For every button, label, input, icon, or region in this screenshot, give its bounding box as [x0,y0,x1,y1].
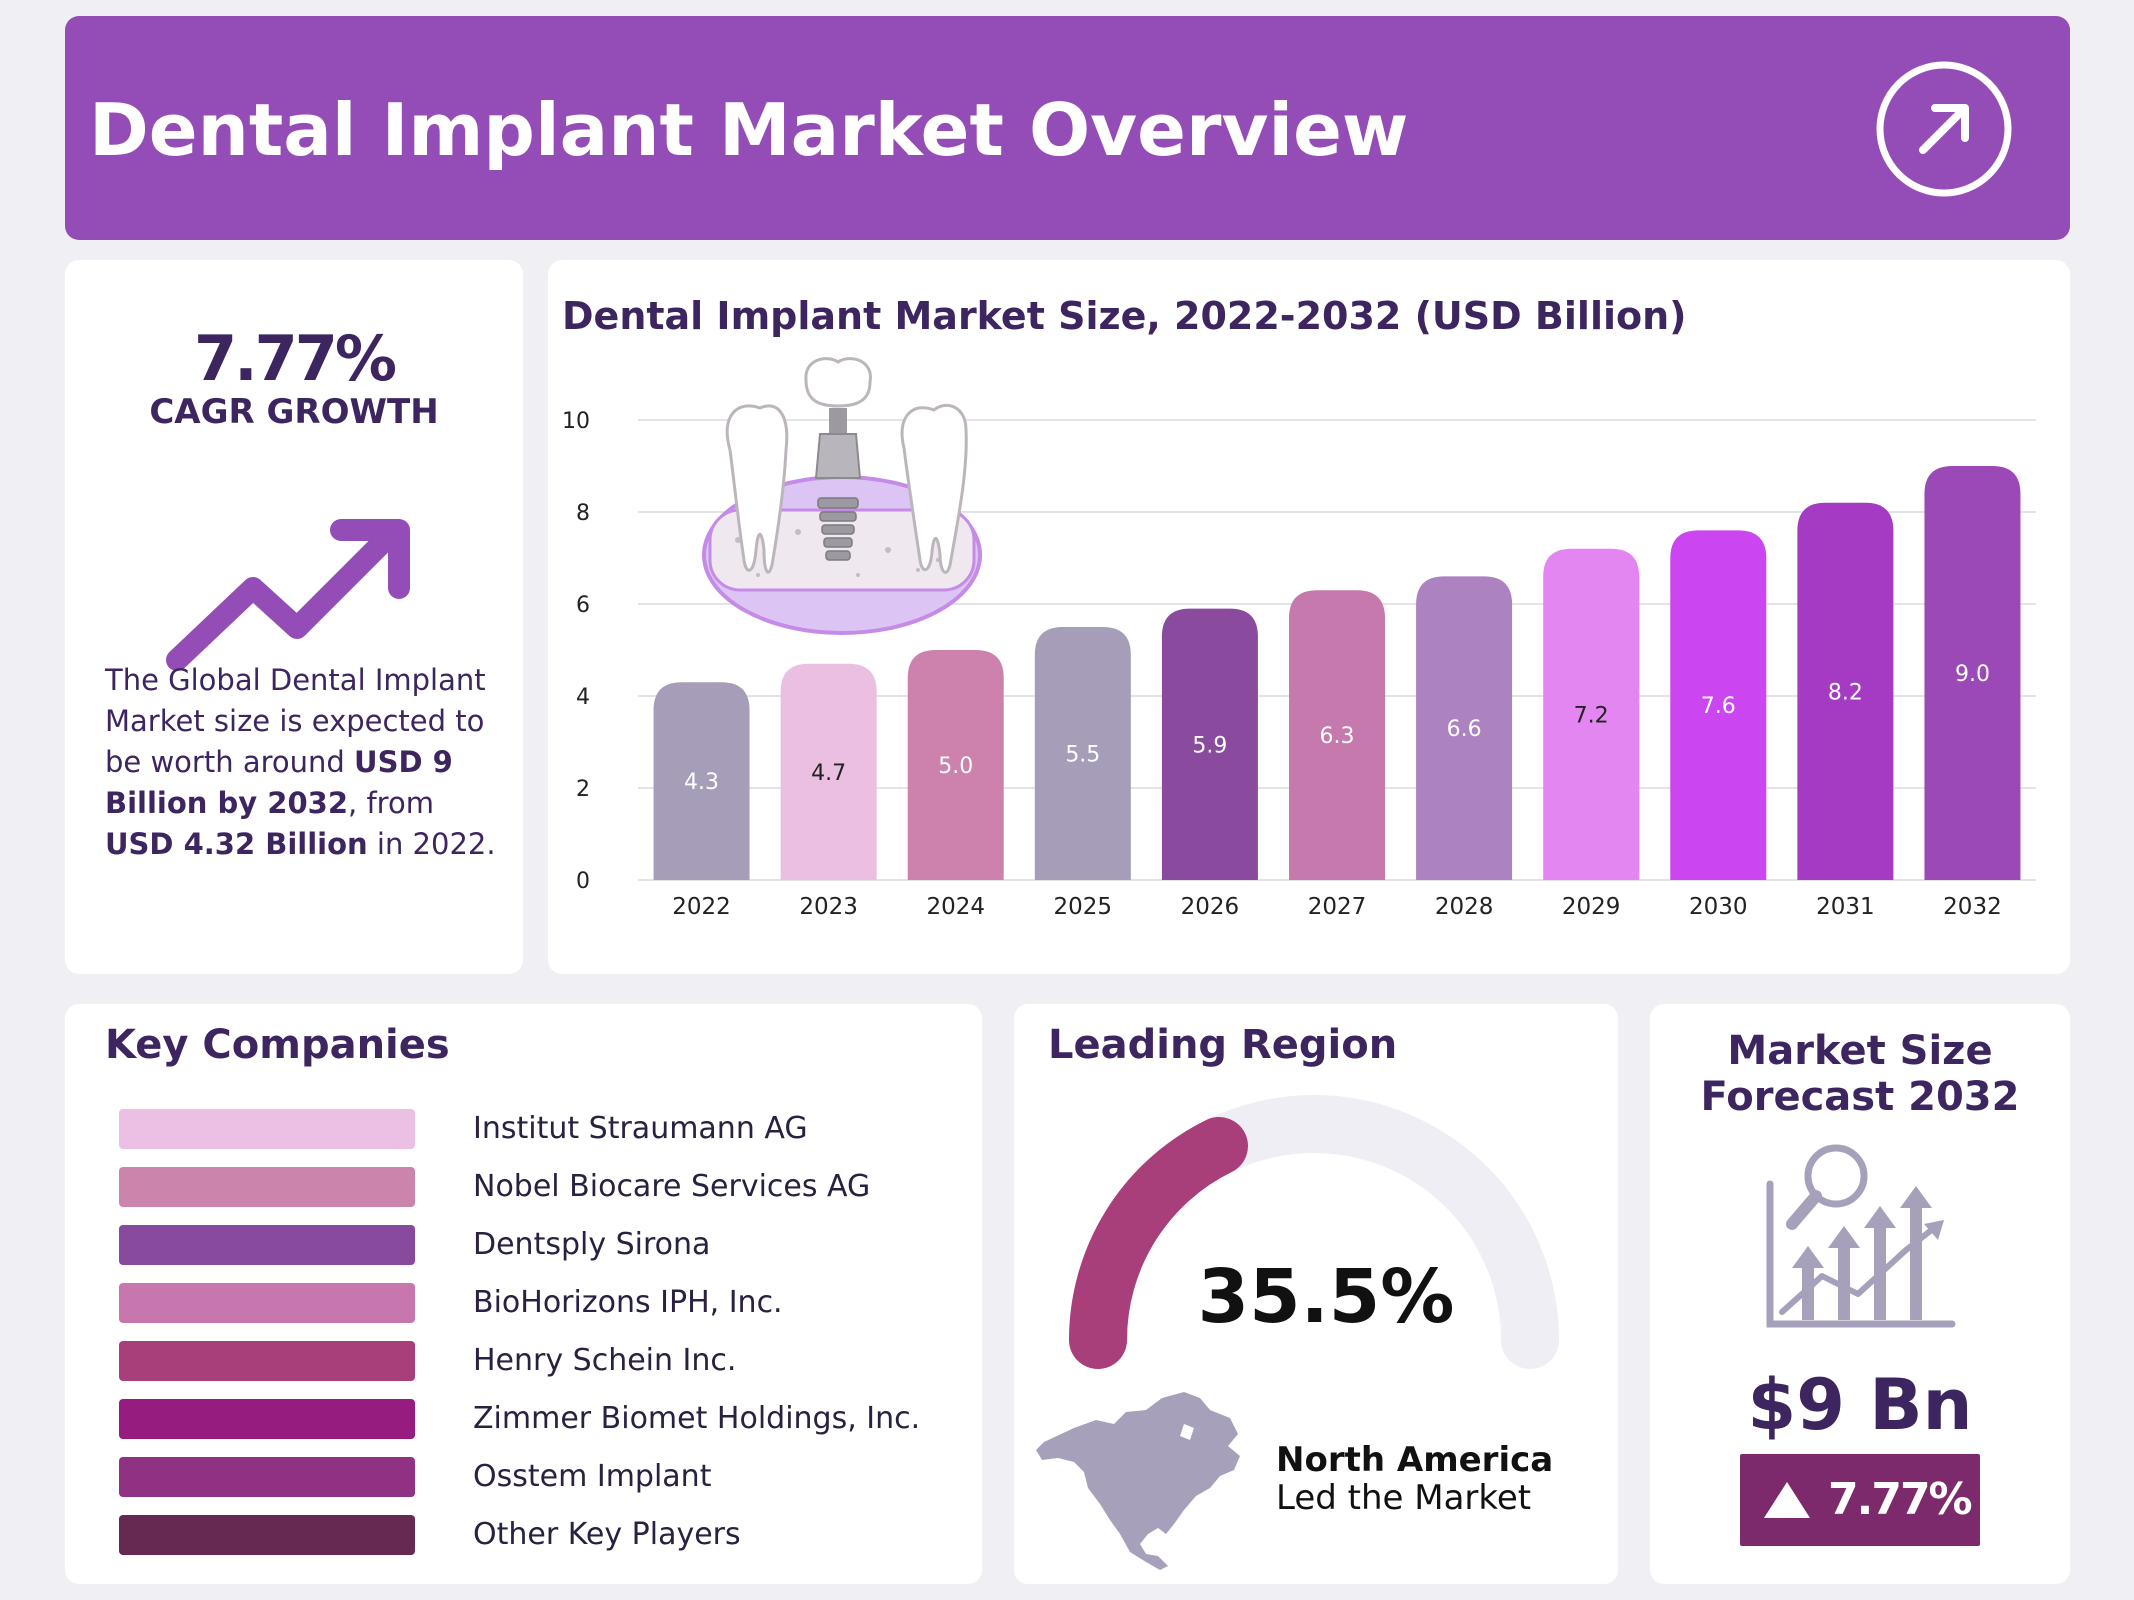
company-name: Dentsply Sirona [473,1227,711,1262]
company-row: Zimmer Biomet Holdings, Inc. [119,1399,939,1439]
market-forecast-card: Market Size Forecast 2032 $9 Bn 7.77% [1650,1004,2070,1584]
chart-title: Dental Implant Market Size, 2022-2032 (U… [562,294,1687,338]
company-name: Osstem Implant [473,1459,712,1494]
company-swatch [119,1109,415,1149]
page-title: Dental Implant Market Overview [89,88,1409,172]
company-swatch [119,1515,415,1555]
bar-value-label: 6.3 [1320,724,1355,749]
company-swatch [119,1283,415,1323]
bar-2028 [1416,576,1513,880]
bar-2029 [1543,548,1640,880]
region-share-gauge [1069,1095,1559,1369]
company-name: Nobel Biocare Services AG [473,1169,871,1204]
company-swatch [119,1225,415,1265]
y-tick-label: 6 [576,593,590,618]
bar-value-label: 7.2 [1574,703,1609,728]
bar-value-label: 6.6 [1447,717,1482,742]
company-swatch [119,1457,415,1497]
header-banner: Dental Implant Market Overview [65,16,2070,240]
bar-2026 [1161,608,1258,880]
bar-2023 [780,663,877,880]
x-tick-label: 2025 [1054,894,1113,920]
company-swatch [119,1167,415,1207]
x-axis-ticks: 2022 2023 2024 2025 2026 2027 2028 2029 2030 2031… [672,894,2001,920]
x-tick-label: 2027 [1308,894,1367,920]
company-swatch [119,1399,415,1439]
company-row: Henry Schein Inc. [119,1341,939,1381]
chart-bars: 4.3 4.7 5.0 5.5 5.9 6.3 6.6 7.2 7.6 8.2 9.0 [653,466,2021,880]
arrow-up-right-icon[interactable] [1875,60,2013,198]
x-tick-label: 2028 [1435,894,1494,920]
bar-chart: 0 2 4 6 8 10 4.3 4.7 5.0 5.5 5.9 6.3 6.6 7.2 7.6 8.2 9.… [562,357,2036,920]
x-tick-label: 2023 [799,894,858,920]
company-swatch [119,1341,415,1381]
y-tick-label: 2 [576,777,590,802]
chart-card: 0 2 4 6 8 10 4.3 4.7 5.0 5.5 5.9 6.3 6.6 7.2 7.6 8.2 9.… [548,260,2070,974]
north-america-map-icon [1036,1392,1240,1570]
x-tick-label: 2022 [672,894,731,920]
x-tick-label: 2031 [1816,894,1875,920]
gauge-fill [1069,1117,1248,1369]
bar-value-label: 5.5 [1065,743,1100,768]
leading-region-title: Leading Region [1048,1022,1398,1068]
region-subtitle: Led the Market [1276,1478,1532,1518]
company-row: BioHorizons IPH, Inc. [119,1283,939,1323]
key-companies-title: Key Companies [105,1022,450,1068]
forecast-value: $9 Bn [1747,1364,1973,1446]
bar-2025 [1034,627,1131,880]
forecast-growth-badge: 7.77% [1740,1454,1980,1546]
cagr-label: CAGR GROWTH [149,392,439,432]
bar-value-label: 4.7 [811,761,846,786]
leading-region-card: Leading Region 35.5% North America Led t… [1014,1004,1618,1584]
company-row: Other Key Players [119,1515,939,1555]
bar-value-label: 5.9 [1192,733,1227,758]
region-name: North America [1276,1440,1554,1480]
x-tick-label: 2024 [926,894,985,920]
forecast-title-line2: Forecast 2032 [1700,1074,2020,1120]
company-row: Nobel Biocare Services AG [119,1167,939,1207]
y-axis-ticks: 0 2 4 6 8 10 [562,409,590,894]
x-tick-label: 2026 [1181,894,1240,920]
analytics-chart-icon [1766,1144,1956,1328]
cagr-value: 7.77% [193,322,397,395]
y-tick-label: 8 [576,501,590,526]
bar-2031 [1797,502,1894,880]
bar-value-label: 9.0 [1955,662,1990,687]
dental-implant-image [702,357,982,635]
bar-2030 [1670,530,1767,880]
trend-up-arrow-icon [166,519,410,671]
company-name: Other Key Players [473,1517,741,1552]
key-companies-card: Key Companies Institut Straumann AG Nobe… [65,1004,982,1584]
y-tick-label: 4 [576,685,590,710]
company-name: Institut Straumann AG [473,1111,808,1146]
x-tick-label: 2032 [1943,894,2002,920]
company-name: Henry Schein Inc. [473,1343,737,1378]
forecast-growth-value: 7.77% [1828,1474,1973,1525]
x-tick-label: 2029 [1562,894,1621,920]
bar-value-label: 8.2 [1828,680,1863,705]
forecast-title-line1: Market Size [1727,1028,1993,1074]
bar-value-label: 7.6 [1701,694,1736,719]
cagr-card: 7.77% CAGR GROWTH The Global Dental Impl… [65,260,523,974]
forecast-title: Market Size Forecast 2032 [1650,1028,2070,1120]
bar-2032 [1924,466,2021,880]
company-row: Dentsply Sirona [119,1225,939,1265]
company-row: Institut Straumann AG [119,1109,939,1149]
bar-2024 [907,650,1004,880]
region-percent: 35.5% [1197,1254,1455,1340]
x-tick-label: 2030 [1689,894,1748,920]
triangle-up-icon [1764,1482,1810,1518]
bar-value-label: 4.3 [684,770,719,795]
bar-2027 [1289,590,1385,880]
bar-value-label: 5.0 [938,754,973,779]
y-tick-label: 0 [576,869,590,894]
company-name: Zimmer Biomet Holdings, Inc. [473,1401,921,1436]
bar-2022 [653,682,750,880]
company-name: BioHorizons IPH, Inc. [473,1285,783,1320]
y-tick-label: 10 [562,409,590,434]
company-row: Osstem Implant [119,1457,939,1497]
cagr-description: The Global Dental Implant Market size is… [105,663,496,861]
